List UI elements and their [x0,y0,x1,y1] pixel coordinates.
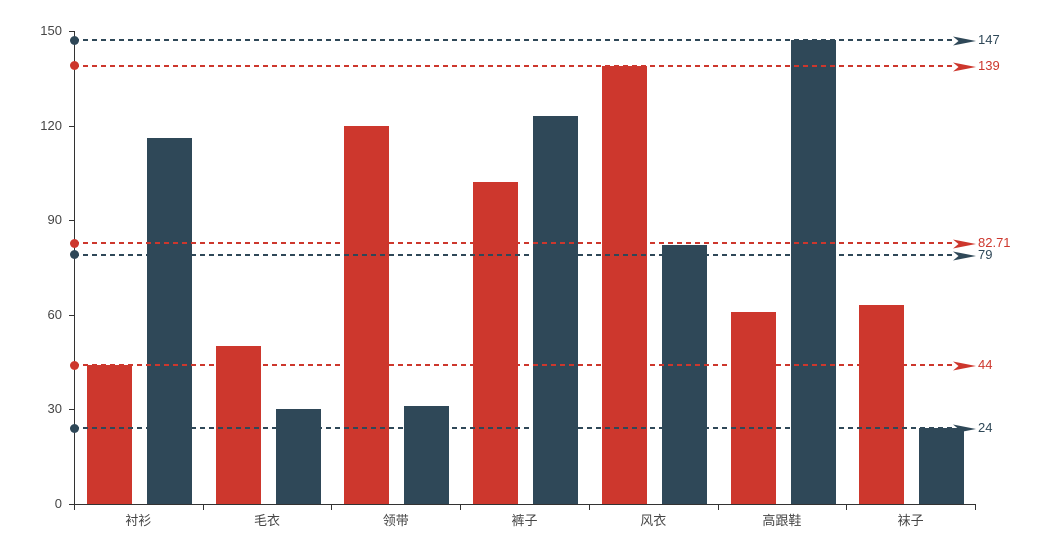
x-axis-tick [202,505,204,510]
bar-series-2-高跟鞋[interactable] [790,40,836,504]
bar-series-2-风衣[interactable] [661,245,707,504]
markline-arrow-icon [953,422,976,434]
markline-start-dot [69,61,79,71]
markline-series-1-44 [74,364,955,367]
bar-series-1-高跟鞋[interactable] [730,311,776,504]
markline-value-label: 147 [978,32,1000,48]
markline-value-label: 24 [978,420,993,436]
x-axis-category-label: 袜子 [897,513,924,528]
bar-series-2-毛衣[interactable] [275,409,321,504]
x-axis-tick [975,505,976,510]
x-axis-tick [588,505,590,510]
markline-arrow-icon [953,237,976,249]
markline-series-2-24 [74,427,955,430]
y-axis-tick [69,504,74,505]
x-axis-category-label: 高跟鞋 [762,513,802,528]
x-axis-tick [846,505,848,510]
bar-series-1-袜子[interactable] [859,305,905,504]
bar-series-1-裤子[interactable] [473,182,519,504]
y-axis-tick [69,31,74,32]
bar-series-1-衬衫[interactable] [87,365,132,504]
markline-value-label: 82.71 [978,235,1011,251]
markline-start-dot [69,238,79,248]
y-axis-line [74,31,75,505]
y-axis-tick-label: 60 [47,306,62,322]
y-axis-tick-label: 90 [47,212,62,228]
x-axis-category-label: 毛衣 [254,513,281,528]
y-axis-tick-label: 120 [40,117,62,133]
bar-series-2-裤子[interactable] [533,116,579,504]
markline-arrow-icon [953,359,976,371]
y-axis-tick-label: 0 [54,496,62,511]
markline-start-dot [69,250,79,260]
bar-series-1-风衣[interactable] [601,65,647,504]
y-axis-tick [69,220,74,222]
markline-arrow-icon [953,34,976,46]
markline-series-2-79 [74,253,955,256]
x-axis-line [74,504,976,505]
markline-start-dot [69,35,79,45]
markline-value-label: 79 [978,246,993,262]
markline-start-dot [69,360,79,370]
bar-series-1-领带[interactable] [344,125,390,504]
y-axis-tick [69,314,74,316]
x-axis-tick [74,505,75,510]
y-axis-tick [69,125,74,127]
x-axis-tick [331,505,333,510]
bar-series-2-袜子[interactable] [919,428,965,504]
bar-series-1-毛衣[interactable] [215,346,261,504]
x-axis-category-label: 裤子 [511,513,538,528]
markline-start-dot [69,423,79,433]
x-axis-tick [460,505,462,510]
markline-arrow-icon [953,60,976,72]
y-axis-tick-label: 30 [47,401,62,417]
bar-series-2-衬衫[interactable] [147,138,192,504]
y-axis-tick-label: 150 [40,23,62,38]
y-axis-tick [69,409,74,411]
markline-value-label: 44 [978,357,993,373]
markline-series-1-82.71 [74,242,955,245]
markline-value-label: 139 [978,57,1000,73]
markline-series-2-147 [74,39,955,42]
markline-arrow-icon [953,249,976,261]
x-axis-category-label: 领带 [382,513,409,528]
bar-series-2-领带[interactable] [404,406,450,504]
x-axis-category-label: 风衣 [640,513,667,528]
x-axis-category-label: 衬衫 [125,513,152,528]
markline-series-1-139 [74,64,955,67]
x-axis-tick [717,505,719,510]
